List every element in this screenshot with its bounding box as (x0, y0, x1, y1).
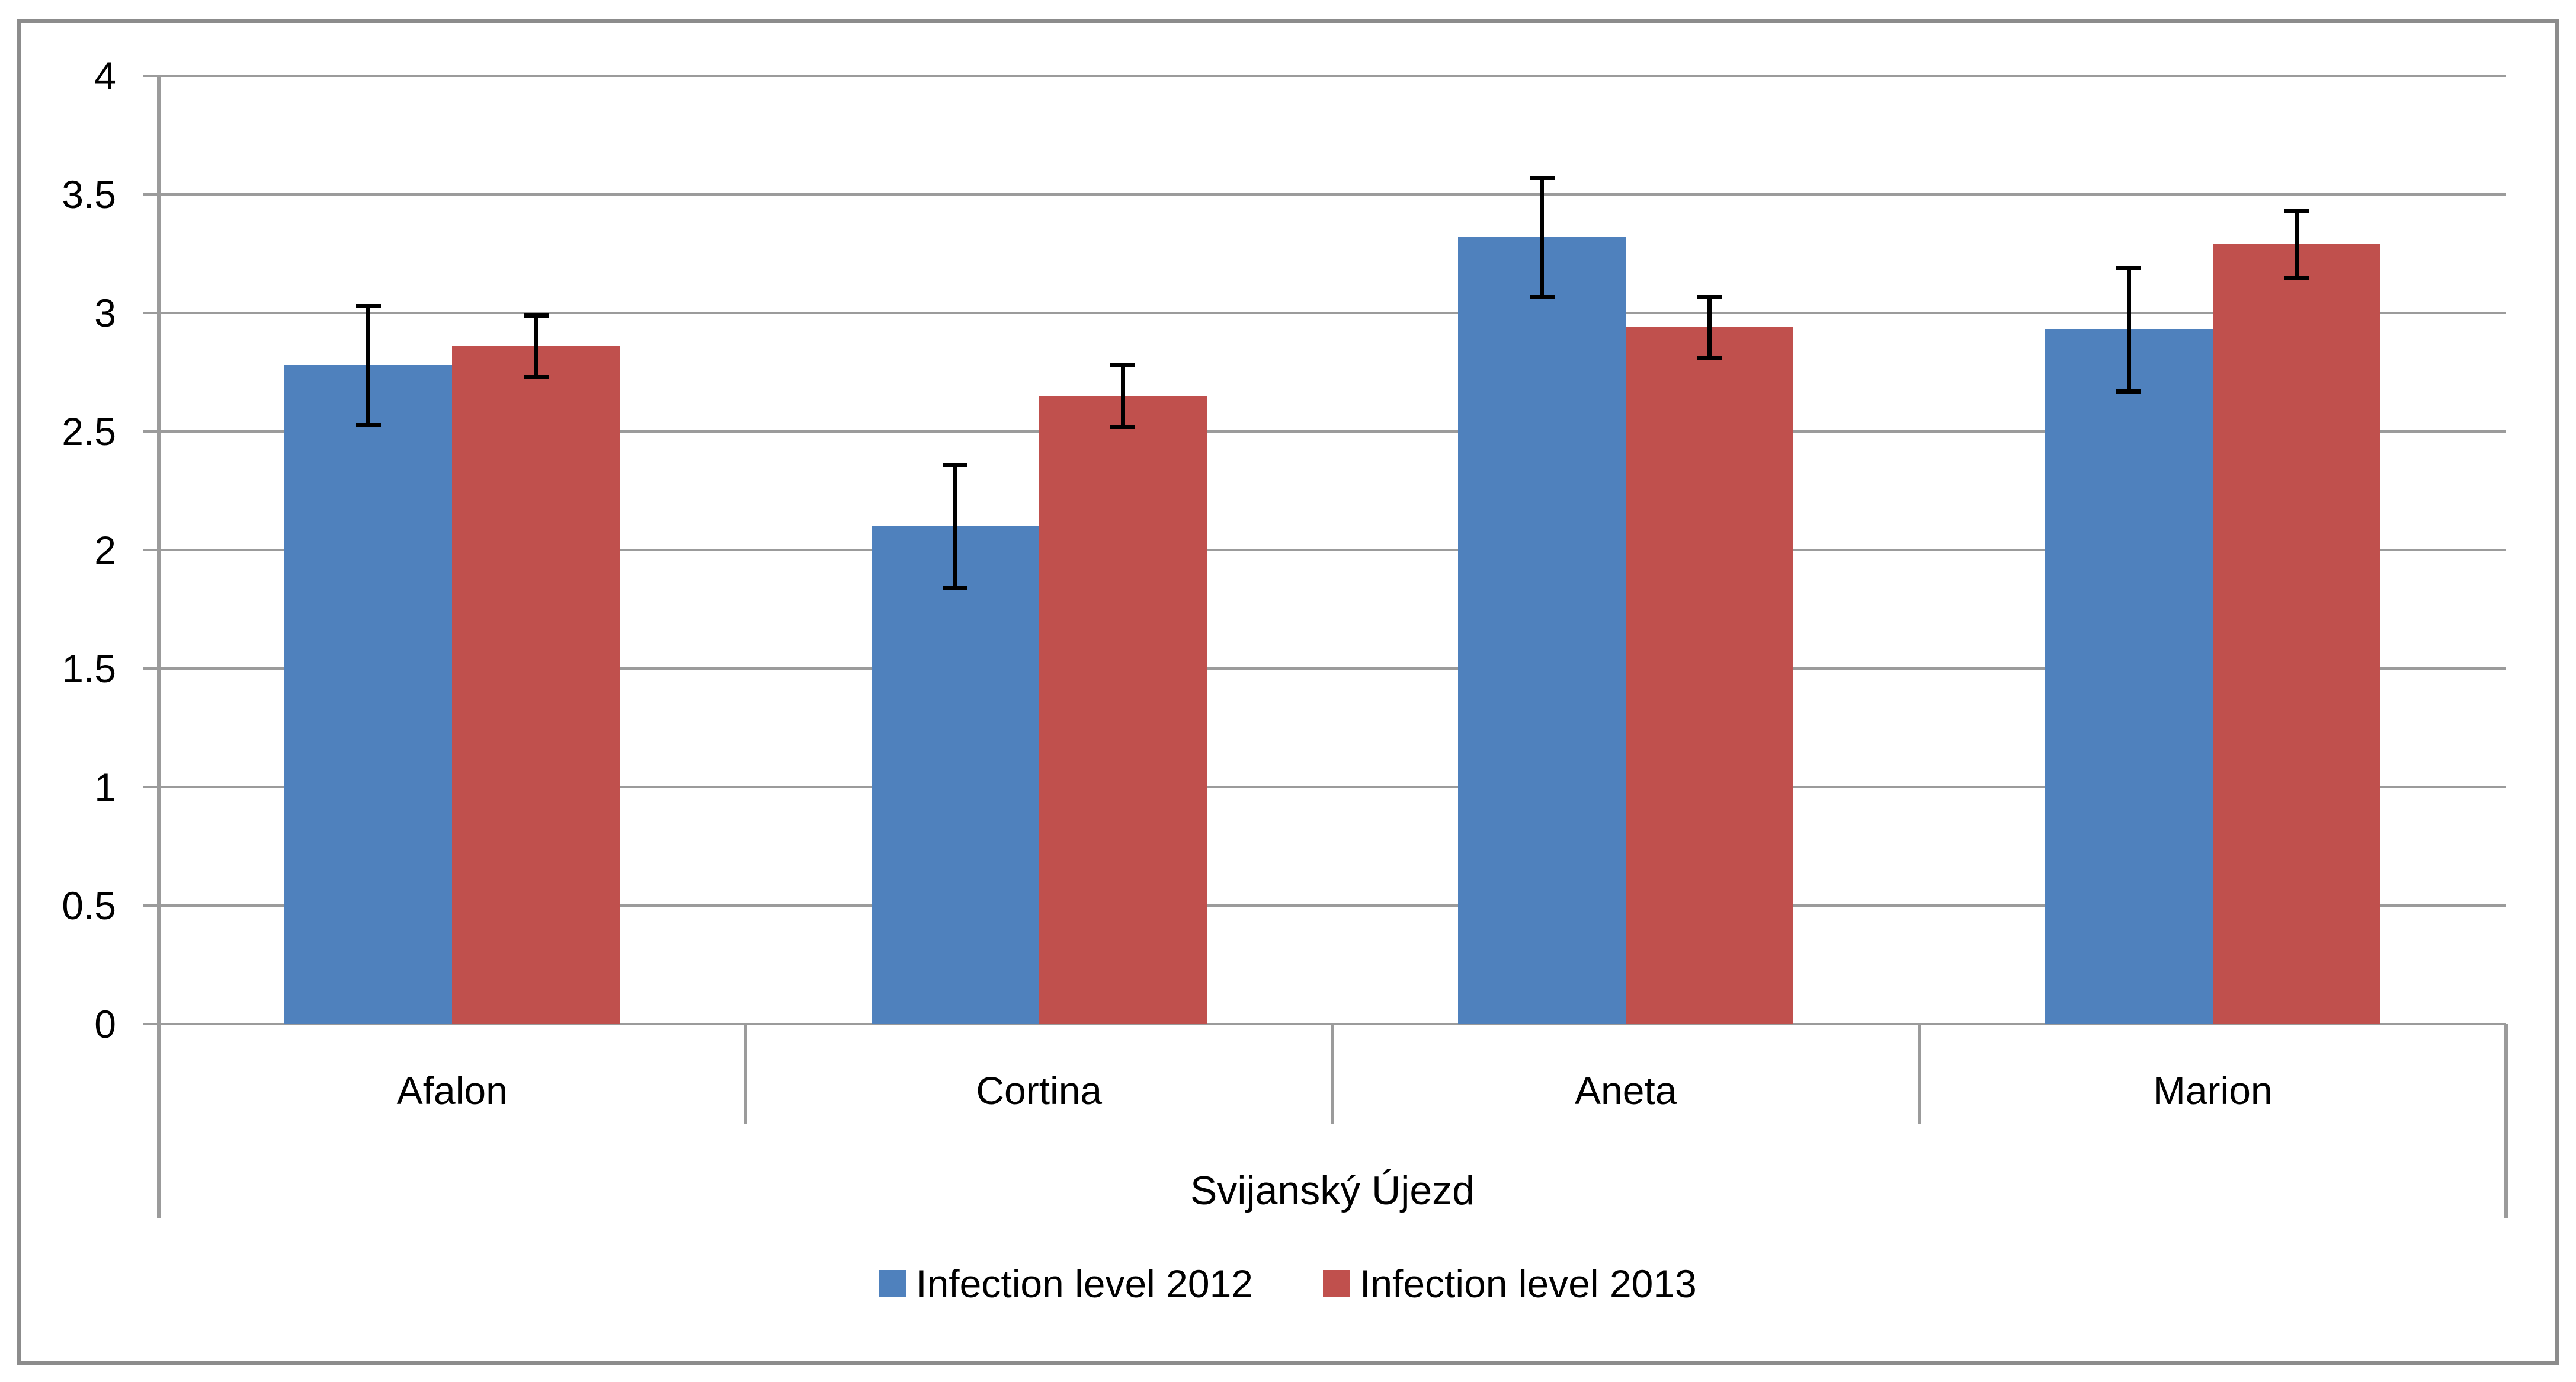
error-bar-line (534, 315, 538, 377)
y-tick-label: 0.5 (62, 884, 116, 927)
error-bar-cap-top (1110, 363, 1135, 367)
category-label-marion: Marion (2152, 1069, 2273, 1112)
error-bar-cap-top (2284, 209, 2309, 213)
y-tick-label: 3 (94, 291, 116, 335)
bar-infection-level-2013-cortina (1039, 396, 1207, 1024)
error-bar-line (2294, 211, 2299, 277)
y-gridline (143, 430, 2506, 433)
category-label-afalon: Afalon (396, 1069, 508, 1112)
bar-infection-level-2013-marion (2212, 244, 2380, 1024)
error-bar-cap-bottom (1697, 356, 1722, 360)
y-gridline (143, 904, 2506, 907)
category-separator-tick (1918, 1024, 1921, 1124)
bar-infection-level-2013-aneta (1626, 327, 1793, 1024)
x-axis-edge-tick (2504, 1024, 2508, 1218)
error-bar-line (1707, 296, 1712, 358)
category-label-aneta: Aneta (1575, 1069, 1677, 1112)
y-axis-line (157, 75, 161, 1218)
legend-label: Infection level 2013 (1360, 1262, 1697, 1306)
bar-infection-level-2013-afalon (452, 346, 620, 1024)
bar-infection-level-2012-aneta (1458, 237, 1626, 1024)
error-bar-cap-bottom (1529, 294, 1555, 299)
bar-infection-level-2012-afalon (284, 365, 452, 1024)
error-bar-cap-bottom (1110, 424, 1135, 429)
y-gridline (143, 75, 2506, 77)
y-tick-label: 0 (94, 1002, 116, 1046)
category-separator-tick (744, 1024, 747, 1124)
legend-item: Infection level 2013 (1323, 1261, 1697, 1306)
legend-item: Infection level 2012 (879, 1261, 1253, 1306)
y-gridline (143, 549, 2506, 551)
error-bar-cap-bottom (943, 586, 967, 590)
error-bar-cap-top (1529, 175, 1555, 180)
y-tick-label: 3.5 (62, 172, 116, 216)
error-bar-cap-top (2116, 265, 2141, 270)
bar-infection-level-2012-cortina (871, 526, 1039, 1024)
category-label-cortina: Cortina (976, 1069, 1103, 1112)
category-separator-tick (1331, 1024, 1334, 1124)
error-bar-line (953, 465, 957, 588)
error-bar-line (366, 306, 370, 424)
y-tick-label: 1 (94, 765, 116, 809)
error-bar-line (2126, 268, 2131, 391)
y-tick-label: 4 (94, 54, 116, 98)
y-gridline (143, 312, 2506, 314)
error-bar-cap-top (943, 462, 967, 467)
error-bar-cap-bottom (523, 375, 549, 379)
y-tick-label: 2.5 (62, 410, 116, 453)
y-gridline (143, 786, 2506, 788)
legend-swatch-infection-level-2013 (1323, 1270, 1350, 1297)
y-gridline (143, 1023, 2506, 1025)
error-bar-cap-bottom (2284, 275, 2309, 280)
y-gridline (143, 193, 2506, 196)
y-tick-label: 1.5 (62, 647, 116, 690)
legend: Infection level 2012 Infection level 2013 (0, 1261, 2576, 1306)
error-bar-cap-bottom (355, 422, 381, 427)
y-gridline (143, 667, 2506, 670)
legend-swatch-infection-level-2012 (879, 1270, 907, 1297)
error-bar-cap-bottom (2116, 389, 2141, 394)
bar-infection-level-2012-marion (2045, 329, 2213, 1024)
error-bar-cap-top (1697, 294, 1722, 299)
y-tick-label: 2 (94, 528, 116, 572)
error-bar-line (1120, 365, 1125, 427)
error-bar-line (1540, 178, 1544, 296)
error-bar-cap-top (355, 303, 381, 308)
x-axis-title: Svijanský Újezd (1190, 1168, 1475, 1213)
error-bar-cap-top (523, 313, 549, 318)
legend-label: Infection level 2012 (916, 1262, 1253, 1306)
